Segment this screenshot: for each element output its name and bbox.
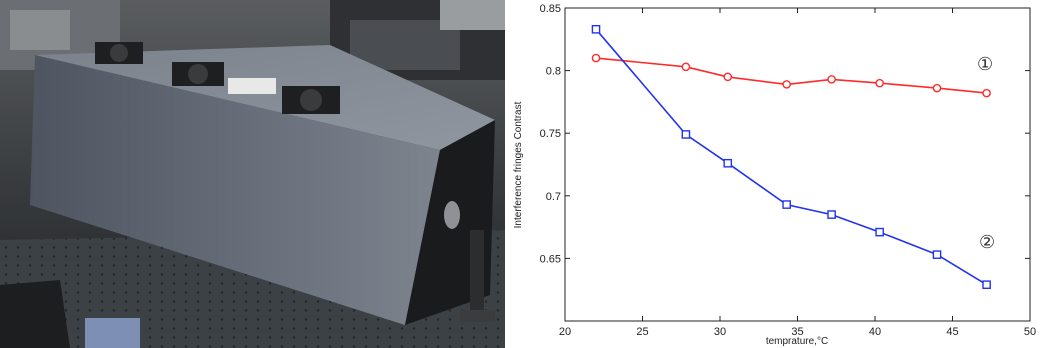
- series-2-point: [592, 26, 599, 33]
- series-1-point: [933, 85, 940, 92]
- series-1-point: [682, 63, 689, 70]
- x-tick-label: 45: [946, 326, 958, 338]
- x-tick-label: 50: [1024, 326, 1036, 338]
- series-1-point: [783, 81, 790, 88]
- series-2-point: [876, 229, 883, 236]
- contrast-vs-temperature-chart: 20 25 30 35 40 45 50 0.650.70.750.80.85 tempra…: [505, 0, 1043, 348]
- series-1-point: [828, 76, 835, 83]
- apparatus-photo: [0, 0, 505, 348]
- series-2-point: [783, 201, 790, 208]
- series-2-point: [983, 281, 990, 288]
- x-tick-label: 40: [869, 326, 881, 338]
- series-1-tag: ①: [977, 54, 993, 75]
- series-2-tag: ②: [979, 232, 995, 253]
- y-tick-label: 0.85: [540, 3, 561, 15]
- series-2-point: [933, 251, 940, 258]
- series-1-point: [592, 54, 599, 61]
- x-tick-label: 25: [636, 326, 648, 338]
- series-2-point: [724, 160, 731, 167]
- series-1-point: [876, 80, 883, 87]
- series-1-point: [724, 73, 731, 80]
- series-2-point: [828, 211, 835, 218]
- x-tick-label: 20: [559, 326, 571, 338]
- y-axis-label: Interference fringes Contrast: [513, 101, 524, 228]
- series-2-point: [682, 131, 689, 138]
- y-tick-label: 0.7: [546, 191, 561, 203]
- x-tick-label: 30: [714, 326, 726, 338]
- y-tick-label: 0.8: [546, 66, 561, 78]
- y-tick-label: 0.75: [540, 128, 561, 140]
- series-1-point: [983, 90, 990, 97]
- y-tick-label: 0.65: [540, 253, 561, 265]
- x-axis-label: temprature,°C: [766, 336, 828, 347]
